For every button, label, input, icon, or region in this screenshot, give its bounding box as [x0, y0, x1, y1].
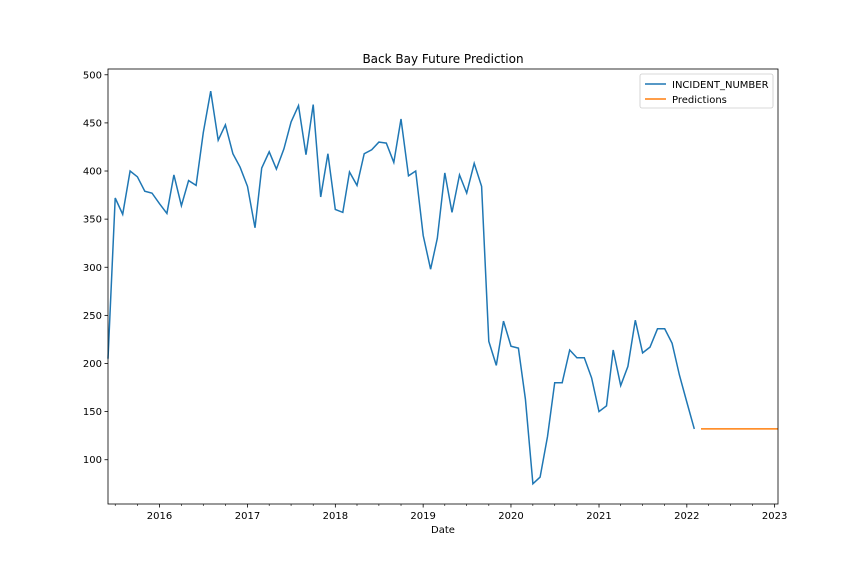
chart-title: Back Bay Future Prediction	[362, 52, 523, 66]
legend-label-incident-number: INCIDENT_NUMBER	[672, 80, 769, 91]
y-tick-label: 150	[83, 407, 102, 418]
y-tick-label: 250	[83, 311, 102, 322]
x-axis: 2016 2017 2018 2019 2020 2021 2022 2023	[114, 504, 787, 522]
y-tick-label: 100	[83, 455, 102, 466]
x-tick-label: 2017	[235, 511, 260, 522]
x-tick-label: 2023	[762, 511, 787, 522]
axes-frame	[107, 68, 779, 505]
plot-area	[107, 68, 779, 505]
legend: INCIDENT_NUMBER Predictions	[639, 73, 774, 109]
x-tick-label: 2019	[410, 511, 435, 522]
x-tick-label: 2016	[147, 511, 172, 522]
x-tick-label: 2018	[323, 511, 348, 522]
series-layer	[107, 90, 778, 486]
x-tick-label: 2020	[498, 511, 523, 522]
y-tick-label: 300	[83, 263, 102, 274]
legend-label-predictions: Predictions	[672, 95, 727, 106]
x-tick-label: 2021	[586, 511, 611, 522]
y-tick-label: 500	[83, 70, 102, 81]
series-line-incident-number	[107, 90, 696, 486]
y-axis: 100 150 200 250 300 350 400 450 500	[83, 70, 108, 466]
y-tick-label: 400	[83, 167, 102, 178]
legend-box	[639, 73, 774, 109]
y-tick-label: 200	[83, 359, 102, 370]
y-tick-label: 450	[83, 118, 102, 129]
x-axis-label: Date	[431, 525, 455, 536]
x-tick-label: 2022	[674, 511, 699, 522]
y-tick-label: 350	[83, 215, 102, 226]
